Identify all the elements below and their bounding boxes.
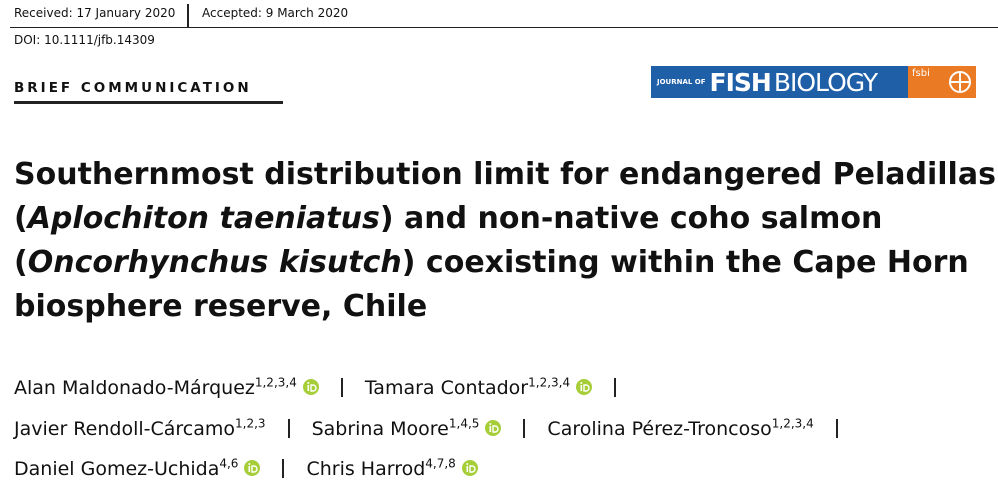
author: Alan Maldonado-Márquez1,2,3,4: [14, 376, 319, 400]
orcid-icon[interactable]: [461, 459, 478, 476]
author-line: Daniel Gomez-Uchida4,6 Chris Harrod4,7,8: [14, 447, 860, 487]
separator: [523, 418, 526, 438]
affiliation: 1,2,3: [235, 416, 266, 431]
title-line: Southernmost distribution limit for enda…: [14, 153, 996, 197]
author: Javier Rendoll-Cárcamo1,2,3: [14, 416, 266, 440]
divider: [187, 4, 189, 27]
title-segment: Southernmost distribution limit for enda…: [14, 157, 996, 192]
author-line: Alan Maldonado-Márquez1,2,3,4 Tamara Cont…: [14, 366, 860, 406]
author: Tamara Contador1,2,3,4: [364, 376, 593, 400]
title-segment: Oncorhynchus kisutch: [27, 245, 402, 280]
doi: DOI: 10.1111/jfb.14309: [14, 33, 155, 47]
orcid-icon[interactable]: [302, 379, 319, 396]
author: Daniel Gomez-Uchida4,6: [14, 456, 261, 480]
affiliation: 1,2,3,4: [254, 376, 297, 390]
author-name: Chris Harrod: [306, 457, 426, 480]
journal-fish: FISH: [709, 67, 772, 97]
orcid-icon[interactable]: [485, 419, 502, 436]
author: Chris Harrod4,7,8: [306, 456, 478, 480]
author: Sabrina Moore1,4,5: [311, 416, 502, 440]
author-name: Tamara Contador: [364, 377, 529, 400]
journal-biology: BIOLOGY: [773, 67, 878, 97]
author-name: Alan Maldonado-Márquez: [14, 377, 255, 400]
title-line: (Oncorhynchus kisutch) coexisting within…: [14, 241, 996, 285]
rule: [10, 27, 998, 28]
affiliation: 4,7,8: [425, 456, 456, 471]
orcid-icon[interactable]: [576, 379, 593, 396]
affiliation: 1,2,3,4: [528, 376, 571, 390]
separator: [614, 378, 617, 398]
title-line: (Aplochiton taeniatus) and non-native co…: [14, 197, 996, 241]
orcid-icon[interactable]: [244, 459, 261, 476]
separator: [835, 418, 838, 438]
journal-logo: JOURNAL OF FISH BIOLOGY: [651, 66, 908, 98]
section-label: BRIEF COMMUNICATION: [14, 80, 252, 96]
author-name: Javier Rendoll-Cárcamo: [14, 417, 236, 440]
author-name: Sabrina Moore: [311, 417, 449, 440]
title-line: biosphere reserve, Chile: [14, 285, 996, 329]
affiliation: 1,4,5: [448, 416, 480, 431]
author-name: Daniel Gomez-Uchida: [14, 457, 220, 480]
section-underline: [14, 101, 283, 104]
received: Received: 17 January 2020: [14, 6, 176, 20]
separator: [340, 378, 343, 398]
title-segment: (: [14, 245, 28, 280]
author-list: Alan Maldonado-Márquez1,2,3,4 Tamara Cont…: [14, 366, 860, 487]
title-segment: ) and non-native coho salmon: [379, 201, 883, 236]
author-line: Javier Rendoll-Cárcamo1,2,3 Sabrina Moore…: [14, 406, 860, 446]
society-name: fsbi: [912, 68, 930, 79]
article-title: Southernmost distribution limit for enda…: [14, 153, 996, 329]
author: Carolina Pérez-Troncoso1,2,3,4: [547, 416, 814, 440]
accepted: Accepted: 9 March 2020: [202, 6, 349, 20]
globe-icon: [949, 71, 971, 93]
title-segment: (: [14, 201, 28, 236]
title-segment: biosphere reserve, Chile: [14, 289, 428, 324]
affiliation: 4,6: [219, 456, 239, 471]
journal-prefix: JOURNAL OF: [657, 78, 706, 86]
title-segment: Aplochiton taeniatus: [27, 201, 380, 236]
affiliation: 1,2,3,4: [771, 416, 814, 431]
author-name: Carolina Pérez-Troncoso: [547, 417, 772, 440]
society-logo: fsbi: [908, 66, 976, 98]
separator: [282, 458, 285, 478]
title-segment: ) coexisting within the Cape Horn: [401, 245, 969, 280]
separator: [287, 418, 290, 438]
